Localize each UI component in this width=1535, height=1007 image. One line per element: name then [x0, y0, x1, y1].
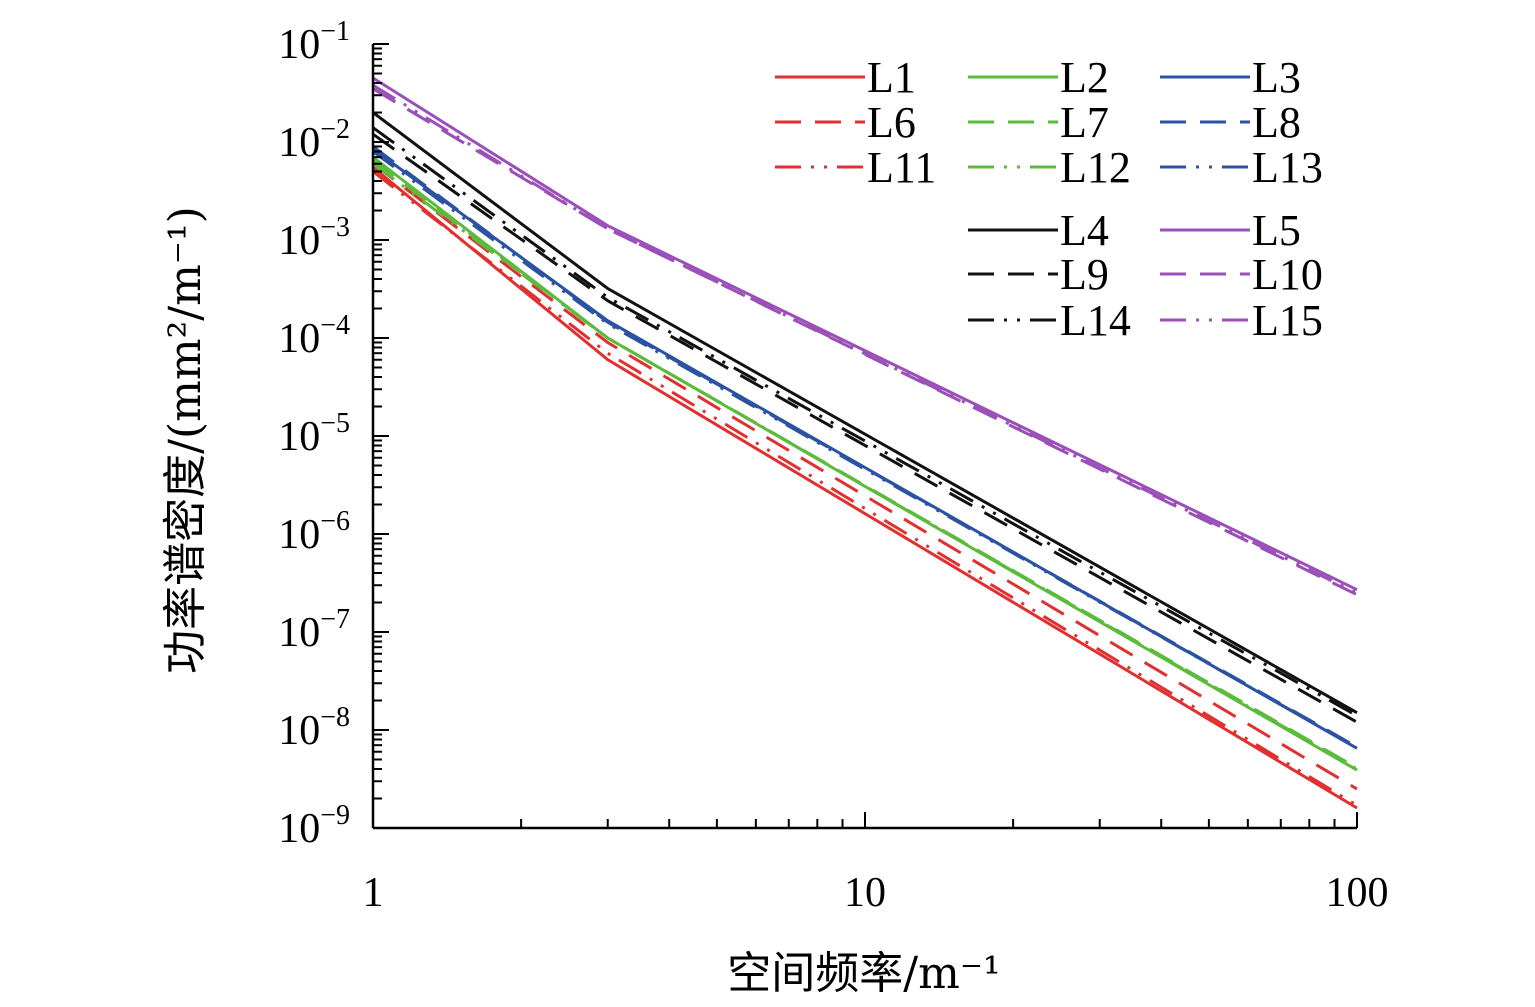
legend-label-l7: L7	[1060, 98, 1109, 147]
series-line-l12	[372, 162, 1358, 771]
series-line-l7	[372, 159, 1358, 770]
legend-label-l9: L9	[1060, 250, 1109, 299]
series-line-l10	[372, 87, 1358, 597]
series-line-l2	[372, 156, 1358, 772]
legend-label-l15: L15	[1252, 296, 1323, 345]
y-tick-label: 10−8	[278, 702, 350, 754]
legend-label-l1: L1	[867, 53, 916, 102]
legend-label-l12: L12	[1060, 143, 1131, 192]
series-layer	[372, 76, 1358, 810]
legend-label-l11: L11	[867, 143, 936, 192]
x-tick-label: 10	[844, 870, 886, 916]
y-tick-label: 10−6	[278, 506, 350, 558]
y-tick-label: 10−2	[278, 114, 350, 166]
x-axis-label: 空间频率/m⁻¹	[727, 948, 1000, 999]
series-line-l11	[372, 170, 1358, 807]
y-tick-label: 10−5	[278, 408, 350, 460]
y-tick-label: 10−3	[278, 212, 350, 264]
series-line-l5	[372, 76, 1358, 592]
legend-label-l8: L8	[1252, 98, 1301, 147]
y-tick-label: 10−1	[278, 16, 350, 68]
legend-label-l14: L14	[1060, 296, 1131, 345]
y-axis-label: 功率谱密度/(mm²/m⁻¹)	[160, 206, 211, 674]
series-line-l9	[372, 132, 1358, 724]
x-tick-label: 1	[363, 870, 384, 916]
series-line-l15	[372, 83, 1358, 595]
legend-label-l6: L6	[867, 98, 916, 147]
legend-label-l10: L10	[1252, 250, 1323, 299]
axes: 1 10 100 10−1 10−2 10−3 10−4 10−5 10−6 10−7 10−8 10…	[278, 16, 1388, 916]
series-line-l8	[372, 145, 1358, 749]
x-tick-label: 100	[1326, 870, 1389, 916]
y-tick-label: 10−4	[278, 310, 350, 362]
legend-label-l4: L4	[1060, 206, 1109, 255]
y-tick-label: 10−9	[278, 800, 350, 852]
legend-label-l2: L2	[1060, 53, 1109, 102]
y-tick-label: 10−7	[278, 604, 350, 656]
legend-label-l13: L13	[1252, 143, 1323, 192]
legend-label-l5: L5	[1252, 206, 1301, 255]
series-line-l4	[372, 111, 1358, 715]
series-line-l13	[372, 150, 1358, 750]
legend-label-l3: L3	[1252, 53, 1301, 102]
